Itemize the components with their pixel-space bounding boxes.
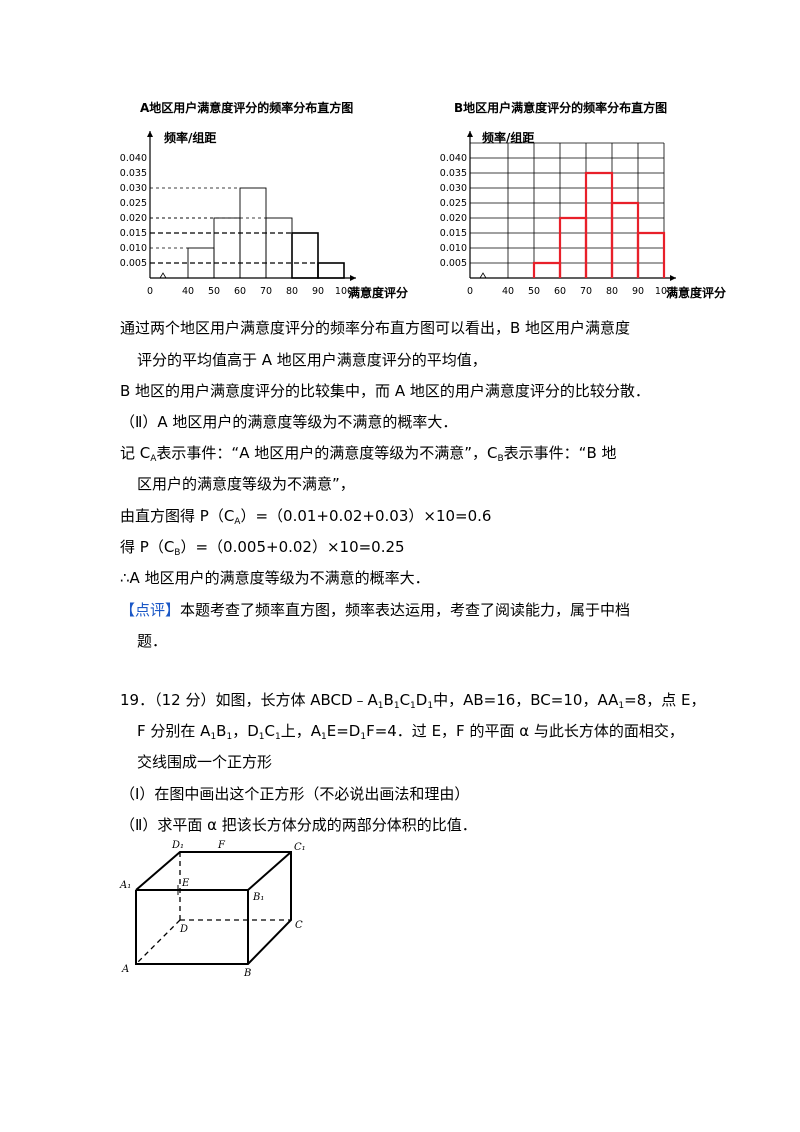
cuboid-figure: D₁ F C₁ A₁ E B₁ D C A B [119,840,306,978]
x-tick-label: 80 [606,286,618,297]
y-tick-label: 0.005 [120,258,147,269]
bar [636,231,666,278]
label-f: F [217,840,226,851]
x-tick-label: 50 [528,286,540,297]
text-line: B 地区的用户满意度评分的比较集中，而 A 地区的用户满意度评分的比较分散． [120,382,650,400]
x-tick-label: 90 [312,286,324,297]
x-tick-label: 70 [580,286,592,297]
x-tick-label: 40 [182,286,194,297]
text-line: 评分的平均值高于 A 地区用户满意度评分的平均值， [137,351,487,369]
question-19-line: 19．（12 分）如图，长方体 ABCD﹣A1B1C1D1中，AB=16，BC=… [120,691,706,711]
chart-b-title: B地区用户满意度评分的频率分布直方图 [454,100,667,115]
question-19-part2: （Ⅱ）求平面 α 把该长方体分成的两部分体积的比值． [120,816,477,834]
y-tick-label: 0.040 [440,153,467,164]
label-a: A [121,964,129,975]
y-tick-label: 0.035 [120,168,147,179]
y-axis-arrow [467,131,473,137]
chart-b-ylabel: 频率/组距 [482,130,534,145]
histogram-b: B地区用户满意度评分的频率分布直方图 频率/组距 满意度评分 0.005 0.01… [440,100,726,300]
text-line: 区用户的满意度等级为不满意”， [137,475,355,493]
text-line: 记 CA表示事件：“A 地区用户的满意度等级为不满意”，CB表示事件：“B 地 [120,444,617,464]
bar [291,232,319,279]
x-tick-label: 60 [234,286,246,297]
bar [317,262,345,279]
x-tick-label: 70 [260,286,272,297]
bar [610,201,640,278]
x-tick-label: 0 [147,286,153,297]
label-d: D [179,924,188,935]
x-tick-label: 60 [554,286,566,297]
comment-line: 【点评】本题考查了频率直方图，频率表达运用，考查了阅读能力，属于中档 [120,601,631,619]
text-line: 由直方图得 P（CA）=（0.01+0.02+0.03）×10=0.6 [120,507,492,527]
y-tick-label: 0.025 [120,198,147,209]
y-tick-label: 0.030 [440,183,467,194]
question-19-line: 交线围成一个正方形 [137,753,273,771]
label-a1: A₁ [119,880,131,891]
question-19-part1: （Ⅰ）在图中画出这个正方形（不必说出画法和理由） [120,785,470,803]
y-tick-label: 0.025 [440,198,467,209]
chart-a-xlabel: 满意度评分 [348,285,408,300]
axis-break [479,272,487,279]
comment-label: 【点评】 [120,601,181,619]
label-b1: B₁ [252,892,264,903]
text-line: 得 P（CB）=（0.005+0.02）×10=0.25 [120,538,405,558]
x-tick-label: 100 [335,286,353,297]
label-d1: D₁ [171,840,184,851]
y-tick-label: 0.030 [120,183,147,194]
bar [265,217,293,279]
chart-a-ylabel: 频率/组距 [164,130,216,145]
text-line: （Ⅱ）A 地区用户的满意度等级为不满意的概率大． [120,413,458,431]
text-line: 题． [137,632,168,650]
bar [532,261,562,278]
bar [584,171,614,278]
y-tick-label: 0.020 [120,213,147,224]
y-tick-label: 0.005 [440,258,467,269]
y-axis-arrow [147,131,153,137]
x-tick-label: 40 [502,286,514,297]
text-line: 通过两个地区用户满意度评分的频率分布直方图可以看出，B 地区用户满意度 [120,319,631,337]
chart-b-xlabel: 满意度评分 [666,285,726,300]
x-tick-label: 100 [655,286,673,297]
x-axis-arrow [670,275,676,281]
bar [213,217,241,279]
label-b: B [243,968,251,978]
y-tick-label: 0.010 [120,243,147,254]
y-tick-label: 0.020 [440,213,467,224]
label-c1: C₁ [294,842,306,853]
x-tick-label: 50 [208,286,220,297]
question-19-line: F 分别在 A1B1，D1C1上，A1E=D1F=4．过 E，F 的平面 α 与… [137,722,684,742]
x-axis-arrow [350,275,356,281]
x-tick-label: 80 [286,286,298,297]
y-tick-label: 0.040 [120,153,147,164]
label-c: C [295,920,303,931]
label-e: E [181,878,190,889]
x-tick-label: 0 [467,286,473,297]
histogram-a: A地区用户满意度评分的频率分布直方图 频率/组距 满意度评分 0.005 0.01… [120,100,408,300]
y-tick-label: 0.015 [440,228,467,239]
y-tick-label: 0.035 [440,168,467,179]
y-tick-label: 0.015 [120,228,147,239]
text-line: ∴A 地区用户的满意度等级为不满意的概率大． [120,569,430,587]
chart-a-title: A地区用户满意度评分的频率分布直方图 [140,100,353,115]
y-tick-label: 0.010 [440,243,467,254]
axis-break [159,272,167,279]
x-tick-label: 90 [632,286,644,297]
